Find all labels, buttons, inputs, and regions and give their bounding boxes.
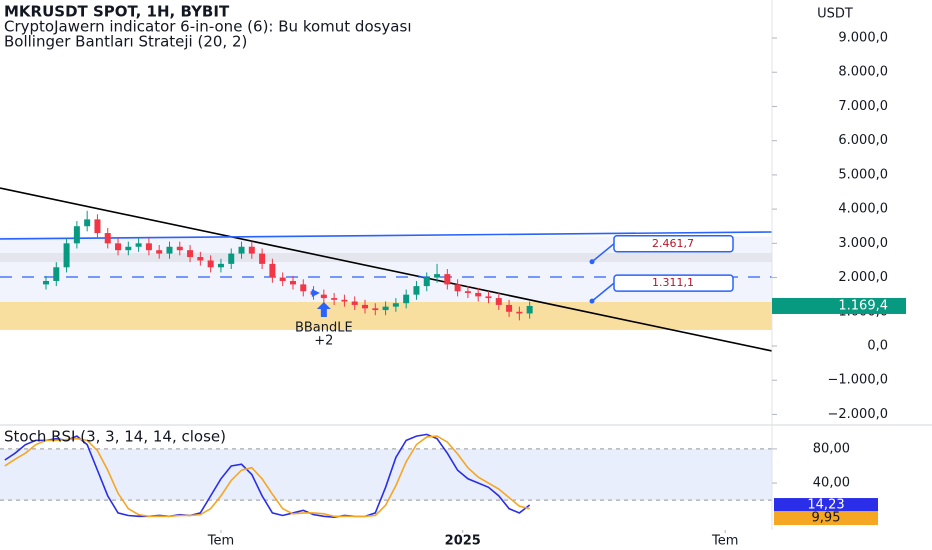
price-pane	[0, 187, 772, 352]
level-connector	[591, 243, 615, 263]
indicator-name: CryptoJawern indicator 6-in-one (6): Bu …	[4, 18, 411, 36]
level-box	[613, 235, 734, 253]
candle-body	[115, 243, 122, 251]
candle-body	[176, 246, 183, 251]
candle-body	[506, 304, 513, 312]
candle-body	[187, 250, 194, 258]
level-label: 1.311,1	[652, 276, 694, 289]
stoch-badge-label: 14,23	[807, 498, 844, 513]
candle-body	[42, 280, 49, 285]
stoch-title: Stoch RSI (3, 3, 14, 14, close)	[4, 428, 226, 446]
candle-body	[248, 246, 255, 254]
candle-body	[300, 284, 307, 292]
price-badge	[772, 297, 906, 314]
stoch-pane	[0, 433, 772, 519]
y-tick-label: 2.000,0	[838, 270, 888, 285]
candle-body	[135, 243, 142, 247]
candle-body	[444, 274, 451, 285]
level-box	[613, 274, 734, 292]
signal-count: +2	[314, 334, 333, 349]
candle-body	[84, 219, 91, 227]
signal-arrow-right	[311, 289, 320, 297]
price-badge-label: 1.169,4	[838, 298, 888, 313]
candle-body	[434, 274, 441, 278]
y-tick-label: 9.000,0	[838, 31, 888, 46]
signal-arrow	[316, 302, 331, 317]
y-tick-label: 5.000,0	[838, 167, 888, 182]
strategy-name: Bollinger Bantları Strateji (20, 2)	[4, 33, 247, 51]
stoch-tick-label: 80,00	[813, 441, 850, 456]
level-point	[589, 298, 595, 304]
candle-body	[63, 243, 70, 268]
candle-body	[464, 291, 471, 293]
level-point	[589, 259, 595, 265]
candle-body	[362, 304, 369, 309]
candle-body	[382, 306, 389, 311]
candle-body	[156, 250, 163, 254]
trend-line	[0, 187, 772, 352]
candle-body	[351, 301, 358, 305]
candle-body	[423, 277, 430, 287]
stoch-badge	[774, 498, 878, 513]
level-connector	[591, 282, 615, 302]
stoch-band	[0, 448, 772, 501]
band	[0, 252, 772, 262]
candle-body	[279, 277, 286, 281]
y-tick-label: −2.000,0	[827, 407, 888, 422]
candle-body	[372, 308, 379, 311]
candle-body	[207, 260, 214, 268]
candle-body	[125, 246, 132, 251]
y-tick-label: 8.000,0	[838, 65, 888, 80]
candle-body	[341, 299, 348, 302]
candle-body	[217, 263, 224, 268]
signal-label: BBandLE	[295, 321, 353, 336]
y-tick-label: −1.000,0	[827, 373, 888, 388]
candle-body	[238, 246, 245, 254]
candle-body	[526, 305, 533, 314]
candle-body	[516, 311, 523, 314]
y-tick-label: 0,0	[867, 338, 888, 353]
candle-body	[228, 253, 235, 264]
candle-body	[454, 284, 461, 292]
candle-body	[197, 257, 204, 261]
y-tick-label: 4.000,0	[838, 202, 888, 217]
stoch-line	[4, 433, 531, 519]
candle-body	[495, 298, 502, 305]
x-tick-label: 2025	[445, 534, 481, 549]
symbol-title: MKRUSDT SPOT, 1H, BYBIT	[4, 3, 230, 21]
stoch-tick-label: 40,00	[813, 476, 850, 491]
candle-body	[485, 296, 492, 299]
candle-body	[73, 226, 80, 244]
candle-body	[403, 294, 410, 304]
y-tick-label: 6.000,0	[838, 133, 888, 148]
candle-body	[53, 267, 60, 281]
candle-body	[392, 303, 399, 307]
y-tick-label: 7.000,0	[838, 99, 888, 114]
candle-body	[320, 294, 327, 299]
y-tick-label: 3.000,0	[838, 236, 888, 251]
stoch-line	[4, 435, 530, 518]
candle-body	[269, 263, 276, 278]
candle-body	[289, 280, 296, 285]
candle-body	[166, 246, 173, 254]
candle-body	[475, 292, 482, 297]
candle-body	[104, 233, 111, 244]
candle-body	[331, 298, 338, 300]
x-tick-label: Tem	[207, 534, 234, 549]
level-label: 2.461,7	[652, 237, 694, 250]
x-tick-label: Tem	[711, 534, 738, 549]
candle-body	[145, 243, 152, 251]
candle-body	[94, 219, 101, 234]
stoch-badge	[774, 511, 878, 526]
trend-line	[0, 231, 772, 240]
y-axis-title: USDT	[817, 7, 853, 22]
candle-body	[413, 286, 420, 295]
candle-body	[259, 253, 266, 264]
overlay: MKRUSDT SPOT, 1H, BYBIT CryptoJawern ind…	[4, 3, 734, 446]
stoch-badge-label: 9,95	[812, 511, 841, 526]
